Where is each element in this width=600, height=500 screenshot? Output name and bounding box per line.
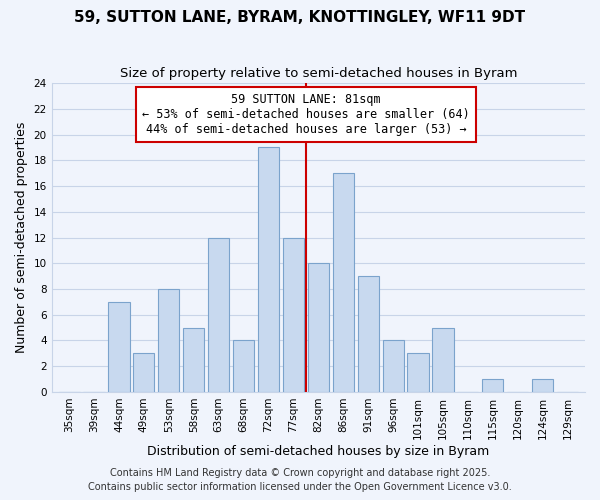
Bar (283, 238, 304, 392)
Bar (233, 340, 254, 392)
Bar (358, 276, 379, 392)
Bar (332, 173, 354, 392)
Text: 59, SUTTON LANE, BYRAM, KNOTTINGLEY, WF11 9DT: 59, SUTTON LANE, BYRAM, KNOTTINGLEY, WF1… (74, 10, 526, 25)
Text: 59 SUTTON LANE: 81sqm
← 53% of semi-detached houses are smaller (64)
44% of semi: 59 SUTTON LANE: 81sqm ← 53% of semi-deta… (142, 94, 470, 136)
Bar (532, 379, 553, 392)
Y-axis label: Number of semi-detached properties: Number of semi-detached properties (15, 122, 28, 353)
Bar (407, 354, 428, 392)
Bar (482, 379, 503, 392)
Bar (133, 354, 154, 392)
Bar (208, 238, 229, 392)
Bar (183, 328, 205, 392)
Title: Size of property relative to semi-detached houses in Byram: Size of property relative to semi-detach… (119, 68, 517, 80)
Text: Contains HM Land Registry data © Crown copyright and database right 2025.
Contai: Contains HM Land Registry data © Crown c… (88, 468, 512, 492)
Bar (433, 328, 454, 392)
Bar (258, 148, 279, 392)
Bar (308, 263, 329, 392)
X-axis label: Distribution of semi-detached houses by size in Byram: Distribution of semi-detached houses by … (147, 444, 490, 458)
Bar (383, 340, 404, 392)
Bar (158, 289, 179, 392)
Bar (109, 302, 130, 392)
